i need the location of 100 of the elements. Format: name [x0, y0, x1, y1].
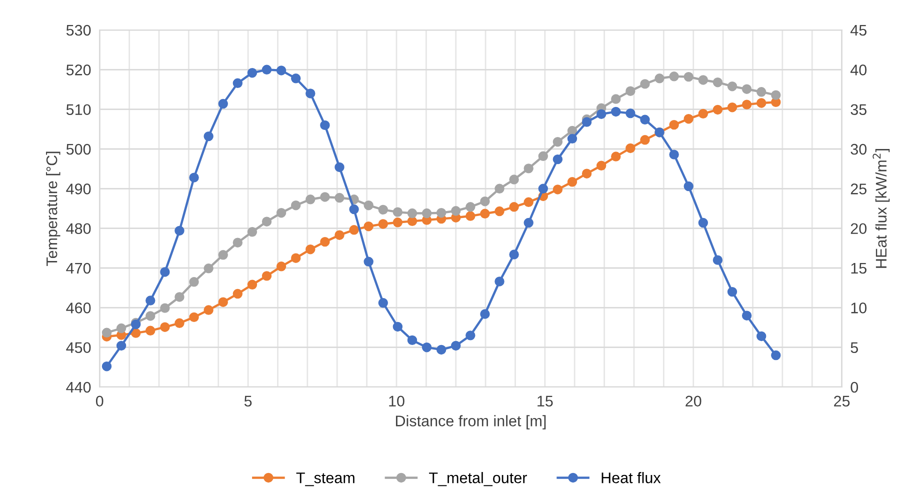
- point: [320, 236, 330, 247]
- point: [611, 152, 621, 162]
- y-tick-label: 520: [66, 64, 91, 76]
- point: [364, 221, 374, 232]
- point: [684, 181, 694, 192]
- point: [247, 227, 258, 237]
- point: [727, 102, 738, 112]
- y2-tick-label: 25: [850, 184, 866, 194]
- y-tick-label: 500: [66, 144, 91, 155]
- point: [567, 177, 578, 187]
- point: [218, 98, 228, 109]
- point: [524, 164, 534, 174]
- point: [567, 134, 578, 144]
- point: [640, 135, 650, 145]
- y2-tick-label: 20: [850, 223, 867, 234]
- point: [146, 296, 156, 306]
- point: [494, 184, 504, 194]
- point: [130, 328, 141, 338]
- point: [204, 264, 214, 274]
- y2-tick-label: 10: [851, 302, 867, 314]
- point: [276, 262, 286, 272]
- point: [364, 200, 374, 210]
- point: [538, 151, 548, 161]
- point: [146, 326, 156, 336]
- point: [480, 208, 490, 219]
- y2-tick-label: 30: [850, 144, 867, 155]
- y2-tick-label: 40: [850, 64, 867, 76]
- point: [320, 120, 330, 130]
- point: [116, 340, 126, 351]
- point: [626, 86, 636, 96]
- point: [276, 66, 286, 76]
- point: [232, 238, 243, 248]
- point: [742, 100, 752, 110]
- point: [596, 160, 606, 171]
- point: [262, 216, 272, 226]
- point: [102, 362, 112, 372]
- point: [204, 305, 214, 315]
- point: [422, 208, 432, 218]
- point: [684, 114, 694, 124]
- point: [727, 81, 738, 92]
- point: [232, 78, 243, 88]
- point: [626, 143, 636, 154]
- point: [698, 218, 708, 228]
- point: [712, 255, 723, 265]
- x-tick-label: 20: [686, 396, 702, 407]
- point: [466, 202, 476, 212]
- point: [306, 194, 316, 204]
- y-tick-label: 530: [66, 24, 91, 36]
- point: [247, 68, 258, 78]
- point: [422, 342, 432, 352]
- legend-label: Heat flux: [602, 472, 661, 484]
- point: [102, 328, 112, 338]
- point: [611, 94, 621, 104]
- point: [320, 192, 330, 202]
- point: [160, 267, 170, 277]
- point: [334, 192, 344, 203]
- point: [771, 90, 781, 100]
- point: [742, 84, 752, 94]
- point: [306, 244, 316, 254]
- point: [262, 271, 272, 281]
- point: [582, 117, 592, 127]
- point: [290, 74, 301, 84]
- point: [407, 208, 418, 218]
- point: [378, 204, 388, 215]
- point: [742, 310, 752, 320]
- y2-tick-label: 15: [851, 263, 866, 274]
- y-tick-label: 510: [66, 104, 91, 116]
- y-axis-title: Temperature [°C]: [46, 152, 60, 266]
- point: [480, 196, 490, 206]
- y2-tick-label: 0: [850, 382, 858, 393]
- point: [174, 318, 184, 328]
- point: [378, 298, 388, 308]
- point: [189, 172, 199, 182]
- point: [684, 72, 694, 82]
- point: [509, 250, 519, 260]
- point: [204, 131, 214, 142]
- point: [290, 253, 301, 263]
- point: [771, 350, 781, 360]
- point: [552, 137, 563, 147]
- point: [466, 211, 476, 221]
- point: [552, 184, 563, 194]
- y-tick-label: 480: [66, 223, 91, 234]
- point: [436, 208, 446, 218]
- point: [669, 120, 679, 130]
- point: [247, 280, 258, 290]
- point: [116, 323, 126, 334]
- point: [407, 335, 418, 346]
- point: [290, 200, 301, 210]
- point: [392, 322, 403, 332]
- y-tick-label: 440: [66, 382, 91, 393]
- point: [378, 219, 388, 229]
- point: [232, 288, 243, 299]
- point: [189, 277, 199, 287]
- point: [712, 78, 723, 88]
- point: [160, 303, 170, 313]
- point: [538, 184, 548, 194]
- point: [509, 202, 519, 212]
- point: [640, 114, 650, 125]
- point: [334, 162, 344, 172]
- x-tick-label: 25: [834, 396, 850, 407]
